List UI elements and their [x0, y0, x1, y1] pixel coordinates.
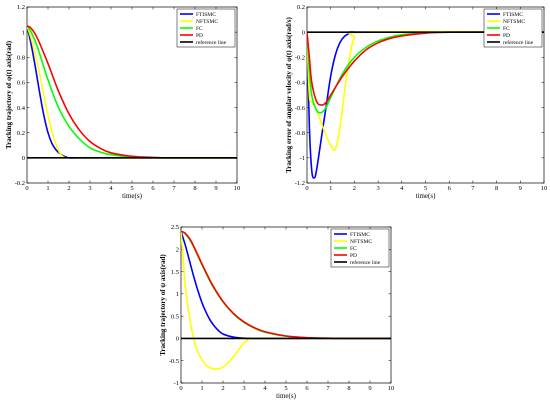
y-tick-label: 2	[176, 246, 179, 253]
x-axis-label: time(s)	[122, 192, 142, 200]
x-tick-label: 4	[263, 385, 267, 392]
legend-label: reference line	[196, 39, 227, 46]
y-tick-label: 0.4	[17, 105, 26, 112]
x-axis-label: time(s)	[416, 192, 436, 200]
x-tick-label: 3	[242, 385, 245, 392]
x-tick-label: 5	[424, 185, 427, 192]
y-tick-label: -0.6	[295, 105, 306, 112]
y-tick-label: 0	[22, 155, 25, 162]
chart-panel-3: 0 1 2 3 4 5 6 7 8 9 10 -1 -0.5 0 0.5 1 1.5 2 2.5 time(s) Tra…	[159, 224, 394, 400]
legend-label: FC	[503, 26, 510, 32]
x-tick-label: 2	[221, 385, 224, 392]
x-tick-label: 5	[130, 185, 133, 192]
y-tick-label: 0	[176, 336, 179, 343]
x-tick-label: 1	[200, 385, 203, 392]
x-tick-label: 3	[376, 185, 379, 192]
series-group	[27, 25, 237, 159]
y-tick-label: -1	[300, 155, 305, 162]
chart-panel-2: 0 1 2 3 4 5 6 7 8 9 10 -1.2 -1 -0.8 -0.6 -0.4 -0.2 0 0.2 ti…	[285, 4, 547, 200]
y-tick-label: -0.2	[15, 180, 25, 187]
y-tick-label: 1	[176, 291, 179, 298]
legend-label: PD	[503, 33, 510, 39]
y-tick-label: 0.8	[17, 54, 25, 61]
x-tick-label: 1	[46, 185, 49, 192]
y-axis-label: Tracking trajectory of φ(t) axis(rad)	[5, 40, 13, 149]
x-tick-label: 7	[326, 385, 330, 392]
x-tick-label: 8	[495, 185, 498, 192]
x-tick-label: 2	[67, 185, 70, 192]
x-tick-label: 10	[234, 185, 241, 192]
x-tick-label: 1	[329, 185, 332, 192]
y-tick-label: -0.5	[169, 358, 179, 365]
y-tick-label: 0.2	[17, 130, 25, 137]
y-tick-label: -0.4	[295, 80, 306, 87]
legend-label: PD	[350, 253, 357, 259]
x-tick-label: 9	[519, 185, 522, 192]
x-tick-label: 5	[284, 385, 287, 392]
x-tick-label: 7	[471, 185, 475, 192]
y-tick-label: 0.6	[17, 80, 26, 87]
x-tick-label: 9	[214, 185, 217, 192]
x-tick-label: 2	[353, 185, 356, 192]
legend-label: NFTSMC	[196, 19, 218, 25]
legend-label: FC	[196, 26, 203, 32]
x-tick-label: 6	[305, 385, 309, 392]
series-group	[181, 230, 391, 371]
x-tick-label: 10	[388, 385, 395, 392]
x-tick-label: 0	[179, 385, 182, 392]
y-axis-label: Tracking trajectory of ψ axis(rad)	[159, 254, 167, 356]
y-tick-label: 1.5	[171, 269, 179, 276]
y-tick-label: 2.5	[171, 224, 179, 231]
series-line-pd	[307, 31, 544, 106]
y-tick-label: 1	[22, 29, 25, 36]
x-tick-label: 6	[448, 185, 452, 192]
y-tick-label: -0.2	[295, 54, 305, 61]
series-line-nftsmc	[307, 30, 544, 151]
x-tick-label: 9	[368, 385, 371, 392]
x-tick-label: 8	[347, 385, 350, 392]
x-tick-label: 0	[305, 185, 308, 192]
legend-label: FTISMC	[503, 12, 523, 18]
series-group	[307, 30, 544, 179]
y-axis-label: Tracking error of angular velocity of φ(…	[285, 16, 293, 172]
legend-label: FC	[350, 246, 357, 252]
legend-label: NFTSMC	[350, 239, 372, 245]
legend-label: reference line	[503, 39, 534, 46]
y-tick-label: -1	[174, 380, 179, 387]
y-tick-label: 0	[302, 29, 305, 36]
y-tick-label: -1.2	[295, 180, 305, 187]
x-tick-label: 6	[151, 185, 155, 192]
x-tick-label: 4	[400, 185, 404, 192]
x-tick-label: 8	[193, 185, 196, 192]
legend-label: reference line	[350, 259, 381, 266]
x-tick-label: 4	[109, 185, 113, 192]
x-tick-label: 3	[88, 185, 91, 192]
y-tick-label: 0.5	[171, 313, 179, 320]
y-tick-label: 0.2	[297, 4, 305, 11]
y-tick-label: 1.2	[17, 4, 25, 11]
x-axis-label: time(s)	[276, 392, 296, 400]
legend-label: FTISMC	[350, 232, 370, 238]
legend-label: FTISMC	[196, 12, 216, 18]
series-line-nftsmc	[181, 231, 391, 371]
x-tick-label: 0	[25, 185, 28, 192]
x-tick-label: 7	[172, 185, 176, 192]
legend-label: NFTSMC	[503, 19, 525, 25]
y-tick-label: -0.8	[295, 130, 305, 137]
chart-panel-1: 0 1 2 3 4 5 6 7 8 9 10-0.200.20.40.60.811.2time(s)…	[5, 4, 240, 200]
legend-label: PD	[196, 33, 203, 39]
x-tick-label: 10	[541, 185, 548, 192]
